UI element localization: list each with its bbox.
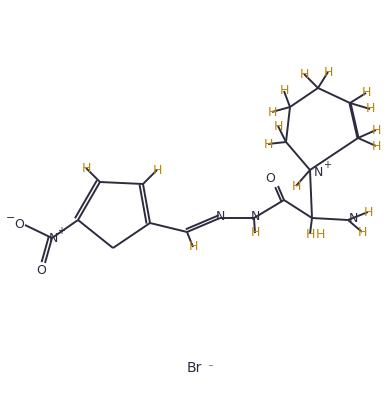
Text: +: + — [57, 226, 65, 236]
Text: H: H — [273, 119, 283, 132]
Text: N: N — [314, 166, 323, 178]
Text: +: + — [323, 160, 331, 170]
Text: N: N — [48, 231, 58, 245]
Text: N: N — [215, 211, 225, 223]
Text: H: H — [361, 87, 371, 99]
Text: Br: Br — [186, 361, 202, 375]
Text: O: O — [265, 172, 275, 184]
Text: H: H — [371, 140, 381, 152]
Text: H: H — [188, 241, 198, 253]
Text: H: H — [267, 105, 277, 119]
Text: H: H — [299, 67, 309, 81]
Text: N: N — [348, 211, 358, 225]
Text: H: H — [279, 85, 289, 97]
Text: H: H — [81, 162, 91, 174]
Text: −: − — [6, 213, 16, 223]
Text: H: H — [371, 124, 381, 136]
Text: H: H — [357, 225, 367, 239]
Text: H: H — [363, 205, 373, 219]
Text: H: H — [323, 65, 333, 79]
Text: H: H — [305, 227, 315, 241]
Text: ⁻: ⁻ — [207, 363, 213, 373]
Text: H: H — [263, 138, 273, 150]
Text: O: O — [14, 219, 24, 231]
Text: H: H — [291, 180, 301, 192]
Text: H: H — [152, 164, 162, 176]
Text: O: O — [36, 263, 46, 277]
Text: H: H — [315, 227, 325, 241]
Text: N: N — [250, 211, 260, 223]
Text: H: H — [365, 103, 375, 115]
Text: H: H — [250, 227, 260, 239]
